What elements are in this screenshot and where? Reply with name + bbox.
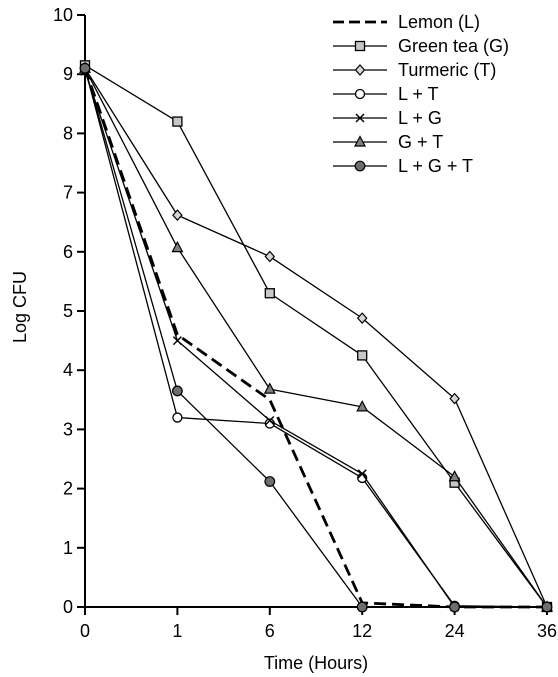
x-marker-stroke (355, 113, 365, 123)
x-tick-label: 24 (445, 621, 465, 641)
series-line (84, 64, 548, 608)
x-tick-label: 36 (537, 621, 557, 641)
series-6 (79, 62, 553, 613)
x-tick-label: 1 (172, 621, 182, 641)
legend-item: L + G (333, 108, 442, 128)
data-point (541, 601, 553, 613)
y-tick-label: 8 (63, 123, 73, 143)
series-line (84, 71, 547, 608)
y-tick-label: 1 (63, 538, 73, 558)
legend-label: Lemon (L) (398, 12, 480, 32)
legend: Lemon (L) Green tea (G) Turmeric (T) L + T L… (333, 12, 509, 176)
series-2 (79, 62, 553, 613)
data-point (448, 469, 461, 482)
x-tick-label: 0 (80, 621, 90, 641)
y-tick-label: 2 (63, 479, 73, 499)
data-point (354, 88, 366, 100)
data-point (265, 415, 275, 426)
data-point (172, 412, 183, 423)
data-point (171, 240, 184, 253)
data-point (172, 209, 183, 221)
data-point (264, 288, 275, 299)
data-point (171, 385, 183, 397)
data-point (264, 476, 276, 487)
x-marker-stroke (357, 469, 367, 479)
legend-label: Turmeric (T) (398, 60, 496, 80)
legend-item: Lemon (L) (333, 12, 480, 32)
y-tick-label: 10 (53, 5, 73, 25)
x-marker-stroke (172, 336, 182, 346)
series-layer (79, 60, 553, 613)
series-4 (80, 66, 552, 612)
y-tick-label: 7 (63, 183, 73, 203)
data-point (449, 601, 461, 613)
data-point (264, 250, 276, 263)
legend-item: Green tea (G) (333, 36, 509, 56)
data-point (79, 62, 91, 74)
data-point (356, 312, 368, 325)
series-line (84, 68, 547, 608)
data-point (356, 400, 369, 412)
data-point (172, 116, 183, 127)
series-3 (79, 63, 553, 613)
data-point (356, 601, 368, 613)
data-point (355, 113, 365, 123)
y-tick-label: 0 (63, 597, 73, 617)
data-point (354, 64, 366, 76)
y-tick-label: 4 (63, 360, 73, 380)
data-point (357, 469, 367, 479)
data-point (354, 135, 366, 147)
series-0 (83, 67, 547, 609)
data-point (263, 382, 276, 394)
series-1 (79, 60, 553, 613)
y-axis-label: Log CFU (10, 271, 30, 343)
y-tick-label: 9 (63, 64, 73, 84)
legend-label: Green tea (G) (398, 36, 509, 56)
y-tick-label: 3 (63, 419, 73, 439)
x-tick-label: 12 (352, 621, 372, 641)
y-tick-label: 6 (63, 242, 73, 262)
data-point (357, 350, 368, 361)
x-marker-stroke (265, 415, 275, 426)
legend-item: G + T (333, 132, 443, 152)
series-line (84, 68, 548, 608)
series-line (84, 67, 548, 608)
legend-label: L + G (398, 108, 442, 128)
series-5 (79, 61, 553, 612)
legend-item: Turmeric (T) (333, 60, 496, 80)
legend-label: G + T (398, 132, 443, 152)
data-point (449, 392, 460, 405)
series-line (83, 67, 547, 609)
x-tick-label: 6 (265, 621, 275, 641)
legend-label: L + T (398, 84, 439, 104)
series-line (84, 67, 548, 608)
legend-label: L + G + T (398, 156, 473, 176)
data-point (172, 336, 182, 346)
x-axis-label: Time (Hours) (264, 653, 368, 673)
legend-item: L + T (333, 84, 439, 104)
y-tick-label: 5 (63, 301, 73, 321)
legend-item: L + G + T (333, 156, 473, 176)
data-point (354, 40, 366, 52)
data-point (354, 160, 366, 172)
